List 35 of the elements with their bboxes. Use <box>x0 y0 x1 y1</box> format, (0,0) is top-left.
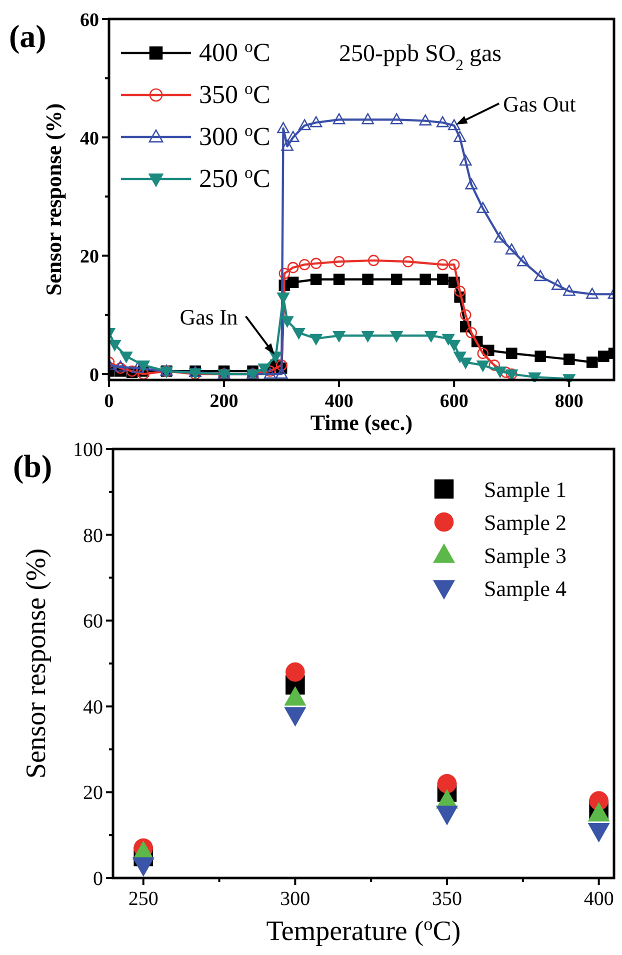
x-tick-label: 300 <box>280 888 310 910</box>
annotation: 250-ppb SO$_{2}$ gas <box>339 41 502 74</box>
y-tick-label: 20 <box>83 782 103 804</box>
legend-label: Sample 3 <box>484 543 566 568</box>
legend-label: 250 $^{o}$C <box>199 162 270 193</box>
x-tick-label: 200 <box>210 391 238 412</box>
y-tick-label: 0 <box>90 365 99 386</box>
x-tick-label: 250 <box>128 888 158 910</box>
legend-label: 350 $^{o}$C <box>199 78 270 109</box>
y-tick-label: 80 <box>83 524 103 547</box>
legend-label: 400 $^{o}$C <box>199 36 270 67</box>
chart-title: (b) <box>13 448 52 484</box>
y-tick-label: 40 <box>80 128 99 150</box>
annotation: Gas Out <box>503 92 576 117</box>
x-tick-label: 600 <box>440 391 468 412</box>
y-axis-title: Sensor response (%) <box>41 103 66 296</box>
y-tick-label: 20 <box>80 246 99 268</box>
legend-label: Sample 4 <box>484 576 566 601</box>
chart-title: (a) <box>9 18 46 54</box>
legend-label: 300 $^{o}$C <box>199 120 270 151</box>
y-tick-label: 60 <box>83 610 103 633</box>
legend-label: Sample 1 <box>484 477 566 502</box>
legend-label: Sample 2 <box>484 510 566 535</box>
y-tick-label: 40 <box>83 696 103 718</box>
annotation: Gas In <box>180 304 238 330</box>
x-tick-label: 350 <box>432 888 462 910</box>
y-tick-label: 0 <box>93 868 103 890</box>
y-tick-label: 100 <box>73 439 103 461</box>
x-axis-title: Time (sec.) <box>310 410 413 435</box>
x-axis-title: Temperature ($^{o}$C) <box>266 914 461 947</box>
x-tick-label: 800 <box>554 391 584 412</box>
x-tick-label: 400 <box>324 391 354 412</box>
y-axis-title: Sensor response (%) <box>21 548 52 779</box>
x-tick-label: 400 <box>584 888 614 910</box>
y-tick-label: 60 <box>80 10 99 31</box>
